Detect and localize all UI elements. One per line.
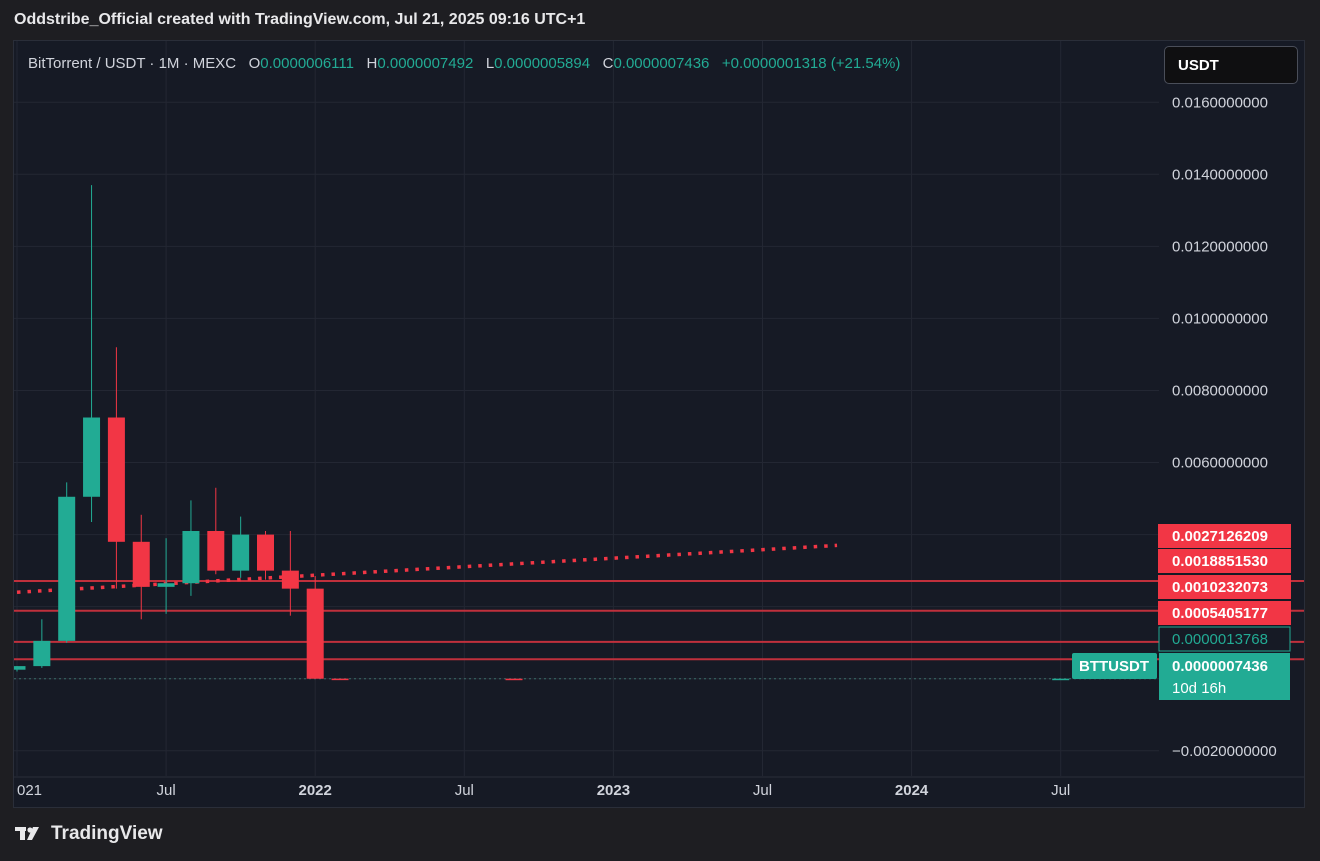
legend-low-label: L bbox=[485, 55, 495, 72]
y-tick-label: −0.0020000000 bbox=[1172, 743, 1277, 760]
x-tick-label: 021 bbox=[17, 782, 42, 799]
y-tick-label: 0.0060000000 bbox=[1172, 455, 1268, 472]
last-price-label: 0.0000007436 bbox=[1172, 658, 1268, 675]
candle-down bbox=[207, 531, 225, 571]
chart-panel[interactable]: 0.0160000000 0.0140000000 0.0120000000 0.01… bbox=[13, 40, 1305, 808]
ohlc-legend: BitTorrent / USDT · 1M · MEXC O0.0000006… bbox=[28, 55, 900, 72]
legend-open-value: 0.0000006111 bbox=[260, 55, 354, 72]
currency-button[interactable]: USDT bbox=[1164, 46, 1298, 84]
candle-down bbox=[505, 678, 523, 681]
x-tick-label: Jul bbox=[753, 782, 772, 799]
candle-up bbox=[58, 496, 76, 641]
x-tick-label: 2022 bbox=[299, 782, 332, 799]
chart-caption: Oddstribe_Official created with TradingV… bbox=[14, 11, 586, 28]
legend-symbol[interactable]: BitTorrent / USDT · 1M · MEXC bbox=[28, 55, 237, 72]
candle-up bbox=[1052, 678, 1070, 681]
x-tick-label: Jul bbox=[1051, 782, 1070, 799]
y-tick-label: 0.0120000000 bbox=[1172, 238, 1268, 255]
legend-change: +0.0000001318 (+21.54%) bbox=[721, 55, 901, 72]
candle-up bbox=[182, 531, 200, 584]
price-label-bg bbox=[1158, 601, 1291, 625]
candle-up bbox=[157, 583, 175, 587]
legend-high-label: H bbox=[366, 55, 378, 72]
price-chart[interactable]: 0.0160000000 0.0140000000 0.0120000000 0.01… bbox=[14, 41, 1305, 808]
candle-up bbox=[83, 417, 101, 497]
dotted-trend-line bbox=[16, 543, 838, 594]
candle-down bbox=[331, 678, 349, 681]
last-price-label-bg bbox=[1159, 653, 1290, 700]
candle-down bbox=[132, 541, 150, 587]
x-tick-label: Jul bbox=[455, 782, 474, 799]
y-tick-label: 0.0100000000 bbox=[1172, 310, 1268, 327]
legend-close-label: C bbox=[602, 55, 614, 72]
candle-up bbox=[33, 640, 51, 667]
prev-close-label: 0.0000013768 bbox=[1172, 631, 1268, 648]
candle-down bbox=[306, 588, 324, 679]
x-tick-label: Jul bbox=[157, 782, 176, 799]
y-tick-label: 0.0160000000 bbox=[1172, 94, 1268, 111]
y-tick-label: 0.0140000000 bbox=[1172, 166, 1268, 183]
ticker-badge: BTTUSDT bbox=[1079, 658, 1149, 675]
candle-countdown: 10d 16h bbox=[1172, 680, 1226, 697]
price-label: 0.0005405177 bbox=[1172, 605, 1268, 622]
tradingview-brand[interactable]: TradingView bbox=[15, 823, 163, 845]
price-label: 0.0010232073 bbox=[1172, 579, 1268, 596]
legend-open-label: O bbox=[248, 55, 261, 72]
price-label: 0.0027126209 bbox=[1172, 528, 1268, 545]
y-tick-label: 0.0080000000 bbox=[1172, 382, 1268, 399]
tradingview-logo-icon bbox=[15, 827, 39, 840]
legend-high-value: 0.0000007492 bbox=[377, 55, 474, 72]
candle-up bbox=[232, 534, 250, 571]
prev-close-label-bg bbox=[1158, 626, 1291, 652]
brand-name: TradingView bbox=[51, 823, 163, 844]
candle-down bbox=[107, 417, 125, 542]
candle-down bbox=[257, 534, 274, 571]
x-tick-label: 2024 bbox=[895, 782, 929, 799]
ticker-badge-bg bbox=[1072, 653, 1157, 679]
price-label-bg bbox=[1158, 575, 1291, 599]
candle-down bbox=[281, 570, 299, 589]
legend-low-value: 0.0000005894 bbox=[494, 55, 591, 72]
price-label: 0.0018851530 bbox=[1172, 553, 1268, 570]
x-tick-label: 2023 bbox=[597, 782, 630, 799]
legend-close-value: 0.0000007436 bbox=[613, 55, 710, 72]
price-label-bg bbox=[1158, 524, 1291, 548]
candle-up bbox=[14, 666, 26, 670]
price-label-bg bbox=[1158, 549, 1291, 573]
